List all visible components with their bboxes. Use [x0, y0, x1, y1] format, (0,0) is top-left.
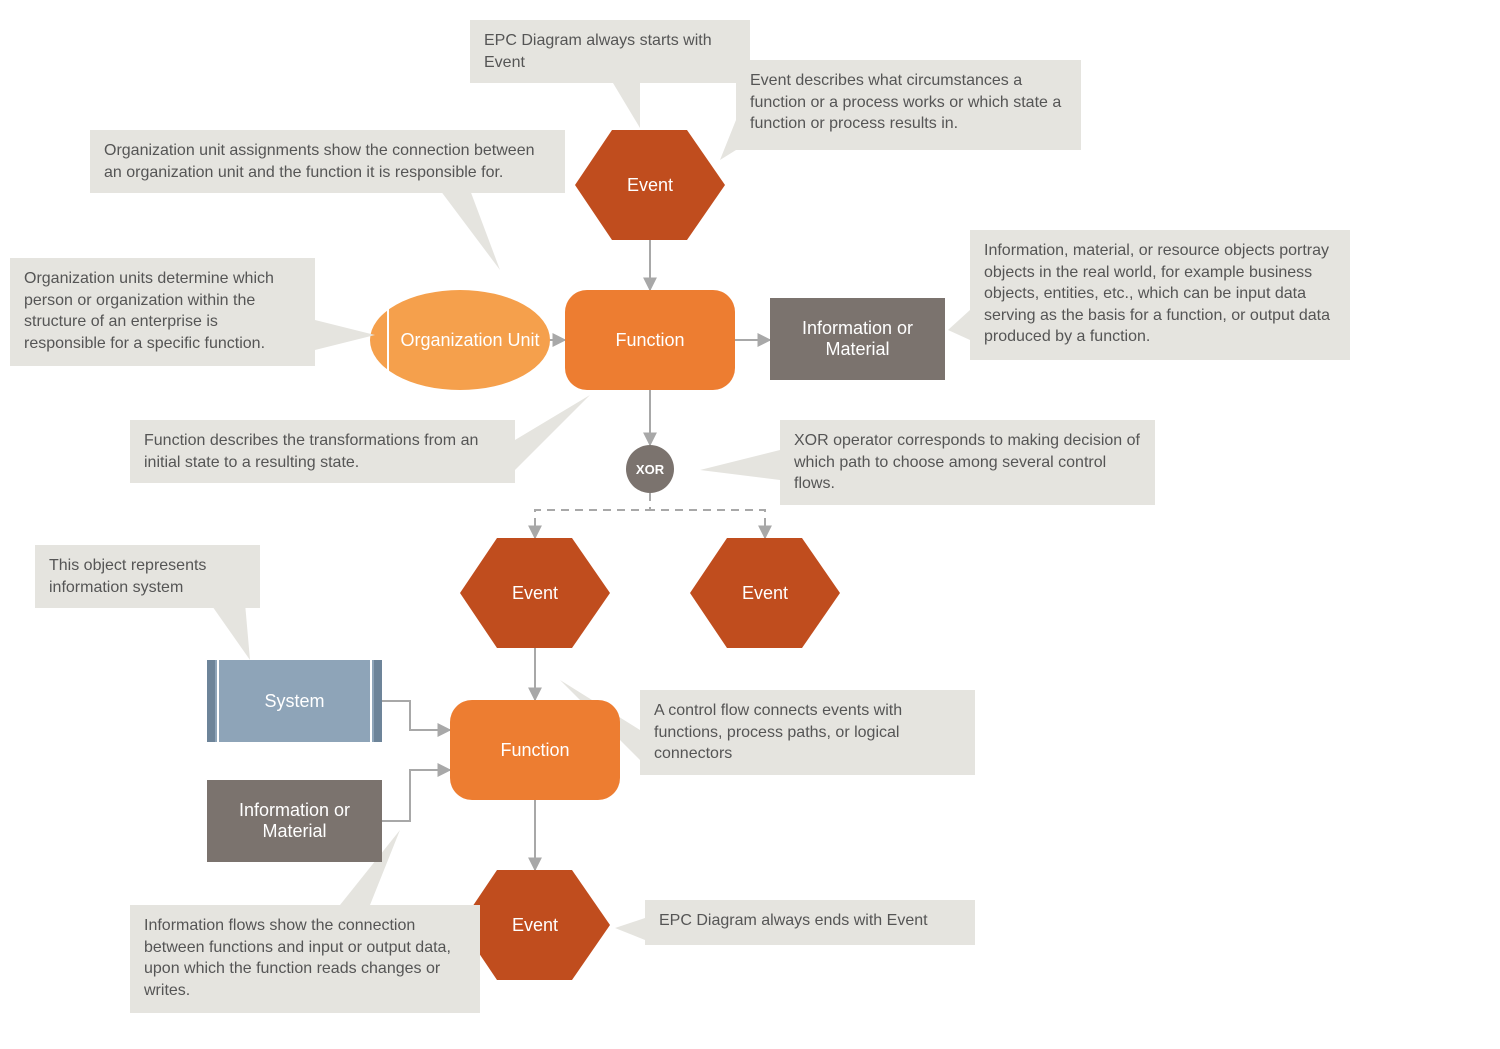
event-label: Event: [690, 538, 840, 648]
orgunit-label: Organization Unit: [380, 330, 539, 351]
event-node-4: Event: [460, 870, 610, 980]
event-node-2: Event: [460, 538, 610, 648]
orgunit-node: Organization Unit: [370, 290, 550, 390]
event-node-3: Event: [690, 538, 840, 648]
callout-end: EPC Diagram always ends with Event: [645, 900, 975, 945]
event-label: Event: [575, 130, 725, 240]
system-label: System: [264, 691, 324, 712]
callout-info-flow: Information flows show the connection be…: [130, 905, 480, 1013]
function-label: Function: [500, 740, 569, 761]
event-node-1: Event: [575, 130, 725, 240]
callout-system: This object represents information syste…: [35, 545, 260, 608]
callout-control-flow: A control flow connects events with func…: [640, 690, 975, 775]
function-label: Function: [615, 330, 684, 351]
system-node: System: [207, 660, 382, 742]
info-label: Information or Material: [770, 318, 945, 360]
callout-org-unit: Organization units determine which perso…: [10, 258, 315, 366]
callout-start: EPC Diagram always starts with Event: [470, 20, 750, 83]
event-label: Event: [460, 870, 610, 980]
info-label: Information or Material: [207, 800, 382, 842]
function-node-1: Function: [565, 290, 735, 390]
callout-xor: XOR operator corresponds to making decis…: [780, 420, 1155, 505]
function-node-2: Function: [450, 700, 620, 800]
event-label: Event: [460, 538, 610, 648]
callout-function: Function describes the transformations f…: [130, 420, 515, 483]
callout-info: Information, material, or resource objec…: [970, 230, 1350, 360]
xor-label: XOR: [626, 445, 674, 493]
info-material-node-1: Information or Material: [770, 298, 945, 380]
callout-event-desc: Event describes what circumstances a fun…: [736, 60, 1081, 150]
info-material-node-2: Information or Material: [207, 780, 382, 862]
callout-org-assign: Organization unit assignments show the c…: [90, 130, 565, 193]
